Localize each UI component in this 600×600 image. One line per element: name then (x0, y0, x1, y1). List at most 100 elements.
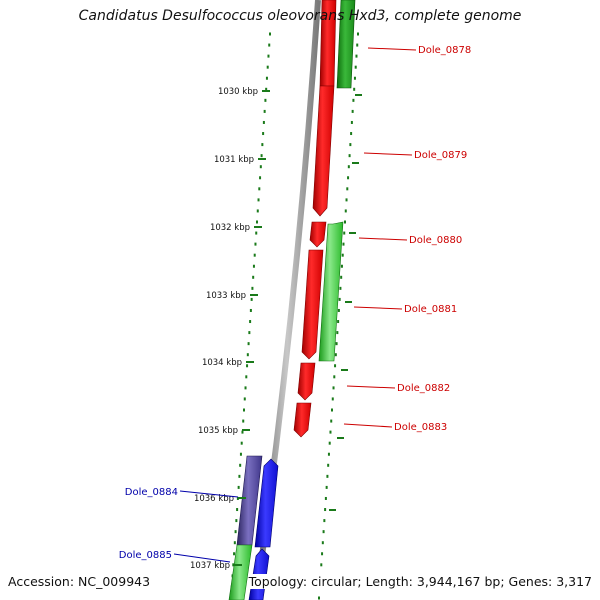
guide-dot-right (357, 32, 359, 36)
gene-label: Dole_0881 (404, 304, 457, 315)
guide-dot-right (350, 120, 353, 124)
guide-dot-left (254, 242, 257, 246)
guide-dot-left (268, 43, 271, 47)
gene-dole-0880-reverse-feature (318, 221, 344, 362)
guide-dot-right (347, 165, 350, 169)
guide-dot-right (323, 519, 326, 523)
scale-tick-label: 1035 kbp (198, 426, 238, 436)
guide-dot-right (345, 198, 348, 202)
guide-dot-right (325, 485, 328, 489)
genome-stats-label: Topology: circular; Length: 3,944,167 bp… (248, 574, 592, 589)
guide-dot-left (253, 253, 256, 257)
guide-dot-right (346, 187, 349, 191)
gene-label: Dole_0883 (394, 422, 447, 433)
guide-dot-right (320, 563, 323, 567)
guide-dot-left (267, 54, 270, 58)
scale-tick-label: 1030 kbp (218, 87, 258, 97)
gene-dole-0882-feature (297, 362, 316, 401)
guide-dot-right (344, 220, 346, 224)
guide-dot-right (343, 231, 346, 235)
guide-dot-right (332, 386, 335, 390)
guide-dot-right (331, 397, 334, 401)
guide-dot-left (232, 563, 235, 567)
guide-dot-left (249, 320, 252, 324)
gene-dole-0885-feature (228, 544, 253, 600)
guide-dot-left (259, 176, 262, 180)
guide-dot-right (327, 463, 330, 467)
guide-dot-left (252, 275, 255, 279)
guide-dot-right (327, 452, 330, 456)
guide-dot-left (239, 452, 242, 456)
guide-dot-left (265, 76, 268, 80)
gene-label: Dole_0880 (409, 235, 462, 246)
guide-dot-left (248, 331, 251, 335)
guide-dot-left (243, 408, 245, 412)
guide-dot-left (266, 65, 269, 69)
guide-dot-right (353, 76, 356, 80)
guide-dot-right (321, 541, 324, 545)
gene-callout-line (179, 490, 239, 498)
guide-dot-right (340, 264, 343, 268)
scale-tick-label: 1037 kbp (190, 561, 230, 571)
guide-dot-right (347, 176, 350, 180)
guide-dot-left (262, 120, 265, 124)
gene-label: Dole_0882 (397, 383, 450, 394)
scale-tick-label: 1031 kbp (214, 155, 254, 165)
gene-label: Dole_0879 (414, 150, 467, 161)
gene-callout-line (353, 306, 403, 310)
guide-dot-right (326, 474, 329, 478)
scale-tick-label: 1034 kbp (202, 358, 242, 368)
guide-dot-left (257, 198, 260, 202)
guide-dot-right (348, 154, 351, 158)
guide-dot-left (258, 187, 261, 191)
guide-dot-right (344, 209, 347, 213)
gene-dole-0878-reverse-feature (336, 0, 356, 89)
guide-dot-left (242, 419, 245, 423)
guide-dot-right (334, 353, 337, 357)
guide-dot-right (340, 275, 343, 279)
guide-dot-left (262, 132, 265, 136)
gene-callout-line (346, 385, 396, 389)
gene-callout-line (343, 423, 393, 428)
guide-dot-right (337, 308, 340, 312)
guide-dot-right (324, 496, 327, 500)
guide-dot-right (318, 596, 320, 600)
gene-dole-0880-feature (309, 221, 327, 248)
guide-dot-left (264, 98, 267, 102)
guide-dot-left (243, 397, 246, 401)
guide-dot-left (255, 231, 258, 235)
guide-dot-left (240, 441, 243, 445)
guide-dot-right (351, 109, 354, 113)
gene-label: Dole_0885 (119, 550, 172, 561)
guide-dot-left (235, 519, 238, 523)
guide-dot-right (333, 375, 336, 379)
guide-dot-left (236, 508, 239, 512)
guide-dot-right (353, 87, 356, 91)
guide-dot-right (330, 419, 333, 423)
gene-features (228, 0, 356, 600)
guide-dot-left (251, 286, 254, 290)
guide-dot-right (342, 242, 345, 246)
guide-dot-right (350, 132, 353, 136)
guide-dot-left (250, 297, 253, 301)
gene-callout-line (173, 553, 231, 563)
guide-dot-right (354, 65, 357, 69)
gene-dole-0883-feature (293, 402, 312, 438)
guide-dot-left (238, 474, 241, 478)
guide-dot-left (261, 143, 264, 147)
guide-dot-right (334, 364, 337, 368)
guide-dot-right (349, 143, 352, 147)
guide-dot-right (335, 342, 338, 346)
guide-dot-right (341, 253, 344, 257)
gene-label: Dole_0878 (418, 45, 471, 56)
gene-callout-line (367, 47, 417, 51)
guide-dot-left (244, 386, 247, 390)
gene-dole-0881-feature (301, 249, 324, 360)
guide-dot-right (336, 331, 339, 335)
guide-dot-left (259, 165, 262, 169)
gene-callout-line (358, 237, 408, 241)
guide-dot-left (252, 264, 255, 268)
guide-dot-left (237, 485, 240, 489)
